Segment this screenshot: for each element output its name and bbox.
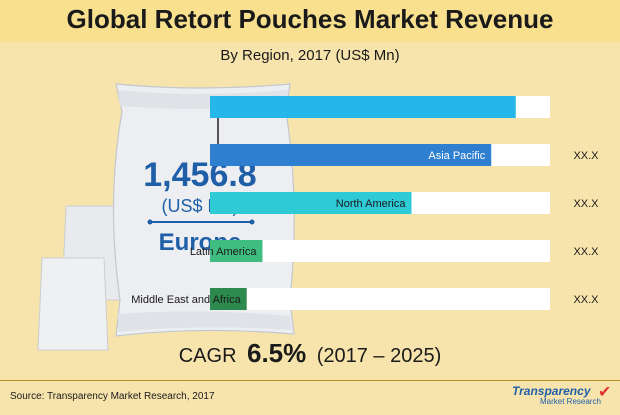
highlight-divider-dot-right <box>249 219 255 225</box>
bar-label-middle-east-and-africa: Middle East and Africa <box>131 294 241 306</box>
bar-label-asia-pacific: Asia Pacific <box>428 150 485 162</box>
bar-value-asia-pacific: XX.X <box>573 150 599 162</box>
pouch-small-front <box>37 257 109 351</box>
chart-subtitle: By Region, 2017 (US$ Mn) <box>220 47 400 64</box>
bar-track-latin-america <box>210 240 550 262</box>
pouch-large-bottom-seal <box>118 311 292 332</box>
bar-track-middle-east-and-africa <box>210 288 550 310</box>
cagr-label: CAGR <box>179 345 237 367</box>
logo-wordmark-top: Transparency <box>512 384 591 398</box>
bar-value-north-america: XX.X <box>573 198 599 210</box>
bar-north-america <box>210 192 412 214</box>
bar-label-north-america: North America <box>336 198 407 210</box>
title-band <box>0 0 620 42</box>
checkmark-icon: ✔ <box>598 384 612 401</box>
bar-latin-america <box>210 240 263 262</box>
cagr-period: (2017 – 2025) <box>317 345 442 367</box>
cagr-text: CAGR 6.5% (2017 – 2025) <box>179 338 442 368</box>
cagr-value: 6.5% <box>247 338 306 368</box>
highlight-divider-dot-left <box>147 219 153 225</box>
bar-value-latin-america: XX.X <box>573 246 599 258</box>
source-note: Source: Transparency Market Research, 20… <box>10 391 215 402</box>
footer-divider <box>0 380 620 381</box>
chart-title: Global Retort Pouches Market Revenue <box>66 4 554 34</box>
bar-value-middle-east-and-africa: XX.X <box>573 294 599 306</box>
logo-wordmark-bottom: Market Research <box>540 397 601 406</box>
bar-label-latin-america: Latin America <box>190 246 258 258</box>
bars-group: Asia Pacific XX.X North America XX.X Latin A… <box>131 96 599 310</box>
bar-asia-pacific <box>210 144 492 166</box>
bar-europe <box>210 96 516 118</box>
company-logo: Transparency Market Research ✔ <box>512 384 616 412</box>
bar-middle-east-and-africa <box>210 288 247 310</box>
